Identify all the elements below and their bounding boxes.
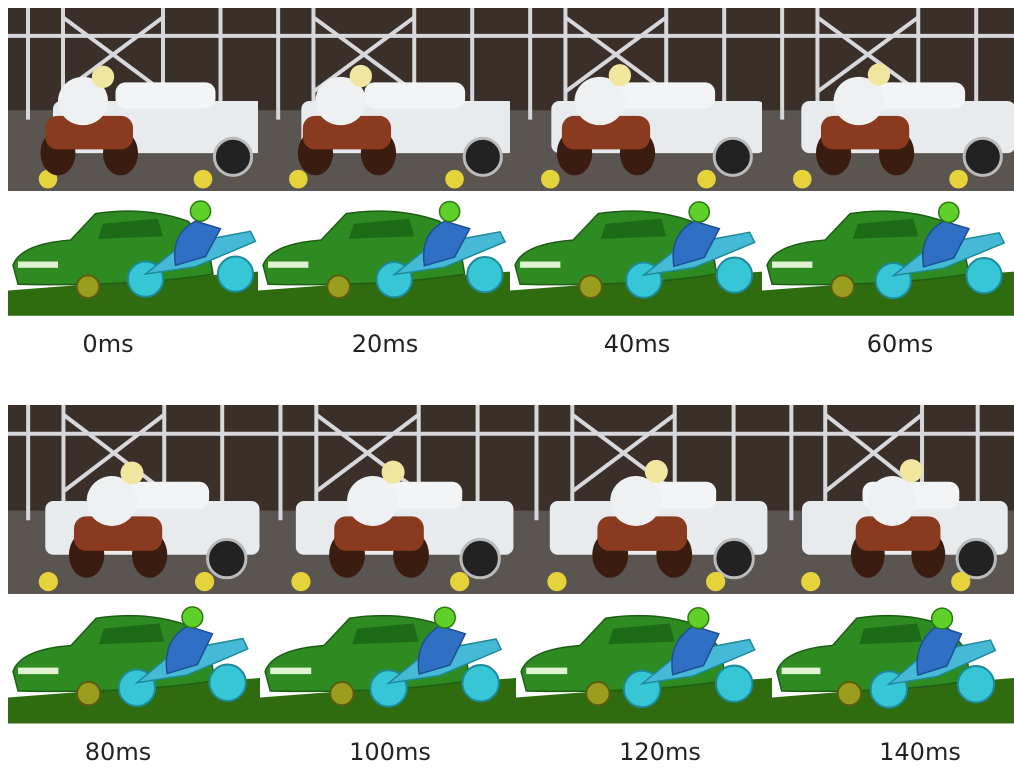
photo-frame-40ms [510, 8, 762, 194]
simulation-frame-40ms [510, 196, 762, 322]
photo-frame-0ms [8, 8, 258, 194]
simulation-render [8, 606, 260, 724]
photo-frame-60ms [762, 8, 1014, 194]
crash-photo [516, 405, 772, 597]
simulation-render [258, 200, 510, 316]
simulation-render [516, 606, 772, 724]
photo-frame-100ms [260, 405, 516, 597]
photo-frame-80ms [8, 405, 260, 597]
time-label-80ms: 80ms [84, 738, 152, 766]
simulation-frame-0ms [8, 196, 258, 322]
crash-photo [510, 8, 762, 194]
photo-frame-140ms [772, 405, 1014, 597]
simulation-render [772, 607, 1014, 724]
simulation-render [8, 200, 258, 316]
time-label-60ms: 60ms [866, 330, 934, 358]
crash-photo [8, 405, 260, 597]
simulation-render [260, 606, 516, 724]
simulation-frame-100ms [260, 600, 516, 730]
time-label-20ms: 20ms [351, 330, 419, 358]
crash-photo [258, 8, 510, 194]
simulation-frame-140ms [772, 600, 1014, 730]
crash-photo [772, 405, 1014, 597]
simulation-frame-60ms [762, 196, 1014, 322]
simulation-frame-20ms [258, 196, 510, 322]
crash-photo [762, 8, 1014, 194]
crash-photo [8, 8, 258, 194]
photo-frame-120ms [516, 405, 772, 597]
time-label-40ms: 40ms [603, 330, 671, 358]
time-label-120ms: 120ms [619, 738, 701, 766]
photo-frame-20ms [258, 8, 510, 194]
simulation-frame-80ms [8, 600, 260, 730]
simulation-render [762, 201, 1014, 316]
time-label-140ms: 140ms [879, 738, 961, 766]
simulation-render [510, 201, 762, 316]
simulation-frame-120ms [516, 600, 772, 730]
crash-photo [260, 405, 516, 597]
time-label-100ms: 100ms [349, 738, 431, 766]
time-label-0ms: 0ms [82, 330, 134, 358]
